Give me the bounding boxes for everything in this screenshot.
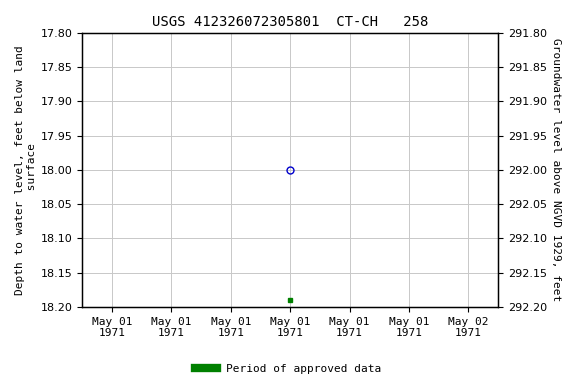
- Y-axis label: Depth to water level, feet below land
 surface: Depth to water level, feet below land su…: [15, 45, 37, 295]
- Legend: Period of approved data: Period of approved data: [191, 359, 385, 379]
- Y-axis label: Groundwater level above NGVD 1929, feet: Groundwater level above NGVD 1929, feet: [551, 38, 561, 301]
- Title: USGS 412326072305801  CT-CH   258: USGS 412326072305801 CT-CH 258: [152, 15, 429, 29]
